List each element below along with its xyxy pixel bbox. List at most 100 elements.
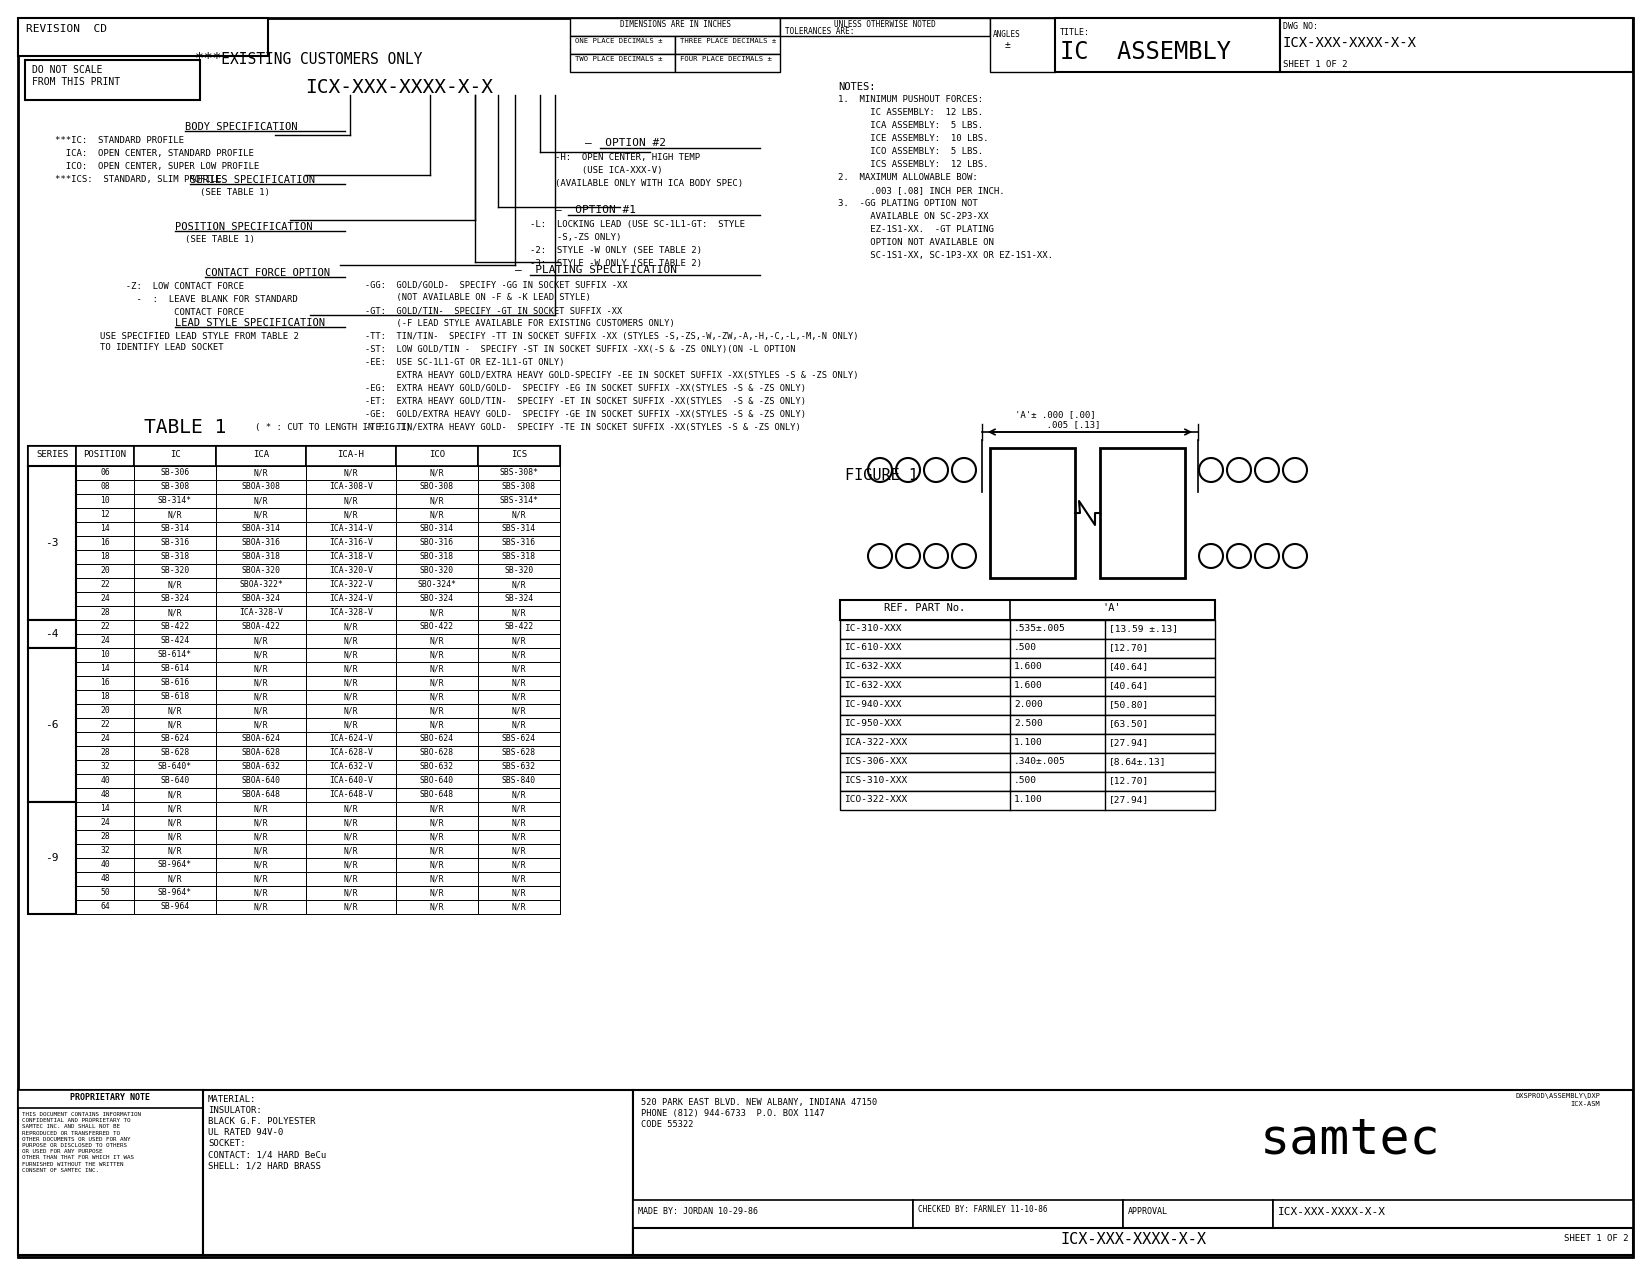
Bar [479,830,560,844]
Text: SBO-316: SBO-316 [419,538,454,547]
Text: N/R: N/R [254,819,269,827]
Text: IC-310-XXX: IC-310-XXX [844,623,901,632]
Text: N/R: N/R [168,706,182,715]
Bar [479,606,560,620]
Bar [134,872,216,886]
Bar [1123,1200,1273,1228]
Text: THREE PLACE DECIMALS ±: THREE PLACE DECIMALS ± [680,38,776,45]
Text: 24: 24 [101,636,111,645]
Circle shape [1199,458,1223,482]
Text: 20: 20 [101,566,111,575]
Text: LEAD STYLE SPECIFICATION: LEAD STYLE SPECIFICATION [175,317,325,328]
Bar [479,858,560,872]
Text: SBO-632: SBO-632 [419,762,454,771]
Bar [396,900,479,914]
Text: SBS-308: SBS-308 [502,482,537,491]
Bar [1273,1200,1633,1228]
Text: N/R: N/R [429,608,444,617]
Text: 'A'± .000 [.00]: 'A'± .000 [.00] [1015,411,1095,419]
Bar [28,648,76,662]
Text: 2.500: 2.500 [1014,719,1043,728]
Text: SBOA-422: SBOA-422 [241,622,281,631]
Bar [632,1090,1633,1255]
Bar [396,634,479,648]
Text: SB-314: SB-314 [160,524,190,533]
Text: (-F LEAD STYLE AVAILABLE FOR EXISTING CUSTOMERS ONLY): (-F LEAD STYLE AVAILABLE FOR EXISTING CU… [365,319,675,328]
Bar [76,662,134,676]
Text: N/R: N/R [254,901,269,912]
Bar [28,872,76,886]
Text: .500: .500 [1014,776,1037,785]
Text: N/R: N/R [429,873,444,884]
Text: 16: 16 [101,538,111,547]
Text: N/R: N/R [512,861,527,870]
Text: 'A': 'A' [1103,603,1121,613]
Bar [28,662,560,676]
Bar [396,704,479,718]
Bar [216,620,305,634]
Bar [76,676,134,690]
Text: N/R: N/R [168,580,182,589]
Bar [28,844,76,858]
Text: ICS ASSEMBLY:  12 LBS.: ICS ASSEMBLY: 12 LBS. [839,159,989,170]
Bar [28,620,560,634]
Text: USE SPECIFIED LEAD STYLE FROM TABLE 2
TO IDENTIFY LEAD SOCKET: USE SPECIFIED LEAD STYLE FROM TABLE 2 TO… [101,332,299,352]
Text: SBOA-640: SBOA-640 [241,776,281,785]
Bar [134,446,216,465]
Text: 1.  MINIMUM PUSHOUT FORCES:: 1. MINIMUM PUSHOUT FORCES: [839,96,982,105]
Text: EZ-1S1-XX.  -GT PLATING: EZ-1S1-XX. -GT PLATING [839,224,994,235]
Bar [305,816,396,830]
Circle shape [925,458,948,482]
Text: 16: 16 [101,678,111,687]
Bar [76,746,134,760]
Bar [28,479,560,493]
Text: ICA-308-V: ICA-308-V [329,482,373,491]
Bar [134,760,216,774]
Text: —  OPTION #1: — OPTION #1 [555,205,636,215]
Text: [50.80]: [50.80] [1109,700,1149,709]
Bar [76,858,134,872]
Text: APPROVAL: APPROVAL [1128,1207,1167,1216]
Text: -3:  STYLE -W ONLY (SEE TABLE 2): -3: STYLE -W ONLY (SEE TABLE 2) [530,259,702,268]
Text: 20: 20 [101,706,111,715]
Text: IC: IC [170,450,180,459]
Bar [216,788,305,802]
Bar [216,900,305,914]
Bar [479,676,560,690]
Bar [28,732,560,746]
Bar [28,802,560,816]
Bar [28,872,560,886]
Text: IC-632-XXX: IC-632-XXX [844,662,901,671]
Text: ICA-624-V: ICA-624-V [329,734,373,743]
Bar [134,620,216,634]
Bar [396,606,479,620]
Bar [632,1228,1633,1255]
Bar [28,606,76,620]
Text: N/R: N/R [254,861,269,870]
Bar [396,578,479,592]
Text: SB-964: SB-964 [160,901,190,912]
Text: SB-628: SB-628 [160,748,190,757]
Bar [305,564,396,578]
Bar [134,662,216,676]
Text: N/R: N/R [429,650,444,659]
Bar [134,746,216,760]
Bar [28,704,560,718]
Text: N/R: N/R [512,887,527,898]
Text: N/R: N/R [429,468,444,477]
Bar [28,536,560,550]
Text: 1.100: 1.100 [1014,738,1043,747]
Text: SBO-624: SBO-624 [419,734,454,743]
Text: N/R: N/R [254,805,269,813]
Bar [76,507,134,521]
Text: SB-306: SB-306 [160,468,190,477]
Bar [216,858,305,872]
Text: ICS-310-XXX: ICS-310-XXX [844,776,908,785]
Bar [134,732,216,746]
Text: N/R: N/R [343,678,358,687]
Bar [216,578,305,592]
Text: IC-632-XXX: IC-632-XXX [844,681,901,690]
Bar [479,844,560,858]
Bar [396,620,479,634]
Bar [28,550,560,564]
